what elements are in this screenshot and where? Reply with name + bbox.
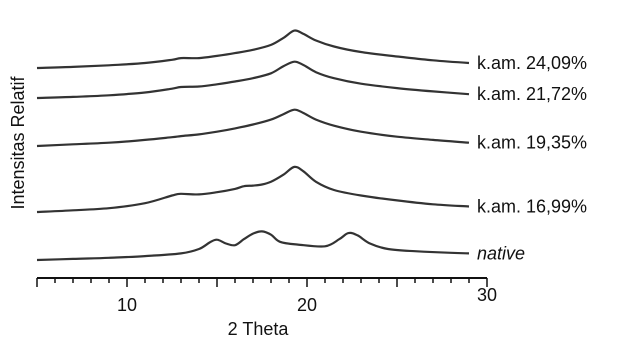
series-label-3: k.am. 16,99% — [477, 197, 587, 217]
series-group — [36, 29, 470, 262]
series-line-3 — [36, 165, 470, 214]
x-tick-group: 10 20 30 — [36, 278, 497, 315]
x-tick-label: 20 — [297, 295, 317, 315]
x-axis-title: 2 Theta — [228, 319, 290, 339]
series-label-4: native — [477, 243, 525, 263]
y-axis-title: Intensitas Relatif — [8, 75, 28, 209]
series-line-0 — [36, 29, 470, 70]
x-tick-label: 10 — [117, 295, 137, 315]
series-line-1 — [36, 60, 470, 100]
series-label-2: k.am. 19,35% — [477, 133, 587, 153]
series-line-4 — [36, 230, 470, 262]
x-tick-label: 30 — [477, 285, 497, 305]
series-label-group: k.am. 24,09% k.am. 21,72% k.am. 19,35% k.am… — [477, 53, 587, 263]
series-line-2 — [36, 108, 470, 148]
series-label-1: k.am. 21,72% — [477, 84, 587, 104]
series-label-0: k.am. 24,09% — [477, 53, 587, 73]
